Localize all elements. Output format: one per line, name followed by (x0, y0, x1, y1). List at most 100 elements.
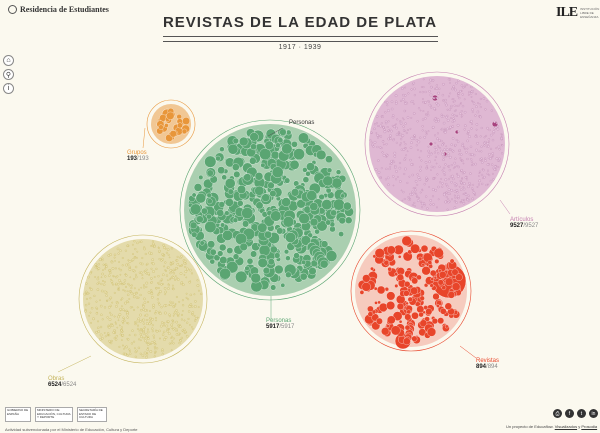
personas-node[interactable] (237, 200, 244, 207)
obras-node[interactable] (189, 280, 192, 283)
articulos-node[interactable] (478, 170, 482, 173)
obras-node[interactable] (177, 332, 180, 336)
personas-node[interactable] (326, 167, 333, 173)
obras-node[interactable] (132, 295, 136, 299)
obras-node[interactable] (181, 313, 183, 316)
personas-node[interactable] (206, 169, 214, 177)
articulos-node[interactable] (421, 118, 425, 121)
obras-node[interactable] (115, 305, 118, 308)
obras-node[interactable] (99, 333, 103, 337)
articulos-node[interactable] (466, 178, 469, 181)
obras-node[interactable] (132, 269, 135, 272)
obras-node[interactable] (185, 276, 188, 279)
articulos-node[interactable] (488, 153, 491, 156)
revistas-node[interactable] (396, 273, 404, 281)
obras-node[interactable] (143, 284, 145, 286)
revistas-legend[interactable]: Revistas 894/894 (476, 358, 500, 370)
articulos-node[interactable] (425, 176, 428, 179)
personas-node[interactable] (206, 213, 212, 220)
obras-node[interactable] (114, 338, 118, 341)
articulos-node[interactable] (456, 194, 460, 198)
articulos-node[interactable] (442, 99, 445, 102)
obras-node[interactable] (164, 293, 166, 296)
obras-node[interactable] (170, 326, 174, 329)
obras-node[interactable] (151, 296, 154, 299)
obras-node[interactable] (124, 273, 127, 275)
obras-node[interactable] (109, 304, 112, 307)
articulos-node[interactable] (424, 90, 427, 94)
obras-node[interactable] (105, 294, 108, 297)
articulos-node[interactable] (416, 120, 419, 123)
articulos-node[interactable] (429, 85, 433, 89)
obras-node[interactable] (142, 331, 145, 334)
articulos-node[interactable] (410, 163, 413, 166)
personas-node[interactable] (237, 185, 246, 194)
obras-node[interactable] (158, 282, 161, 285)
articulos-node[interactable] (460, 169, 463, 172)
articulos-node[interactable] (459, 180, 462, 182)
articulos-node[interactable] (429, 78, 432, 82)
articulos-node[interactable] (457, 140, 460, 143)
obras-node[interactable] (128, 265, 131, 268)
obras-node[interactable] (170, 323, 173, 327)
obras-node[interactable] (171, 301, 175, 304)
articulos-node[interactable] (434, 176, 437, 179)
personas-node[interactable] (267, 181, 275, 189)
personas-node[interactable] (246, 257, 254, 265)
obras-node[interactable] (182, 310, 184, 312)
obras-node[interactable] (138, 271, 141, 274)
articulos-node[interactable] (464, 176, 467, 179)
articulos-node[interactable] (394, 166, 397, 169)
articulos-node[interactable] (414, 191, 417, 194)
obras-node[interactable] (168, 328, 170, 330)
personas-node[interactable] (306, 162, 315, 172)
credit-link-prosodia[interactable]: Prosodia (581, 424, 598, 429)
articulos-node[interactable] (399, 120, 401, 123)
obras-node[interactable] (172, 284, 174, 287)
articulos-node[interactable] (457, 79, 460, 82)
obras-node[interactable] (181, 263, 183, 266)
articulos-node[interactable] (422, 101, 425, 104)
obras-node[interactable] (153, 340, 156, 343)
articulos-node[interactable] (459, 90, 462, 93)
articulos-node[interactable] (435, 148, 438, 151)
articulos-node[interactable] (399, 180, 402, 183)
articulos-node[interactable] (386, 176, 390, 180)
obras-node[interactable] (196, 279, 199, 282)
articulos-node[interactable] (404, 167, 407, 171)
personas-node[interactable] (250, 250, 258, 258)
articulos-node[interactable] (470, 96, 473, 98)
articulos-node[interactable] (403, 198, 406, 200)
personas-node[interactable] (270, 150, 280, 160)
articulos-node[interactable] (377, 136, 379, 139)
articulos-node[interactable] (380, 167, 383, 170)
articulos-node[interactable] (429, 93, 433, 97)
articulos-node[interactable] (404, 143, 407, 146)
articulos-node[interactable] (382, 126, 385, 129)
articulos-node[interactable] (400, 189, 403, 192)
obras-node[interactable] (134, 323, 137, 326)
obras-node[interactable] (132, 253, 134, 255)
personas-node[interactable] (264, 140, 274, 150)
obras-node[interactable] (101, 337, 104, 340)
obras-node[interactable] (126, 300, 129, 303)
articulos-node[interactable] (438, 87, 441, 90)
obras-node[interactable] (161, 321, 164, 324)
personas-node[interactable] (249, 132, 259, 142)
revistas-node[interactable] (410, 286, 419, 295)
articulos-node[interactable] (446, 185, 449, 188)
revistas-node[interactable] (437, 317, 445, 325)
articulos-node[interactable] (420, 150, 422, 153)
personas-node[interactable] (193, 183, 203, 192)
personas-node[interactable] (314, 228, 320, 235)
obras-node[interactable] (164, 336, 168, 339)
obras-node[interactable] (105, 263, 108, 266)
articulos-node[interactable] (444, 102, 447, 105)
obras-node[interactable] (133, 340, 136, 343)
obras-node[interactable] (113, 253, 117, 256)
articulos-node[interactable] (442, 142, 445, 145)
obras-node[interactable] (126, 316, 129, 319)
obras-node[interactable] (116, 247, 120, 251)
revistas-node[interactable] (361, 282, 371, 292)
obras-node[interactable] (155, 267, 158, 270)
